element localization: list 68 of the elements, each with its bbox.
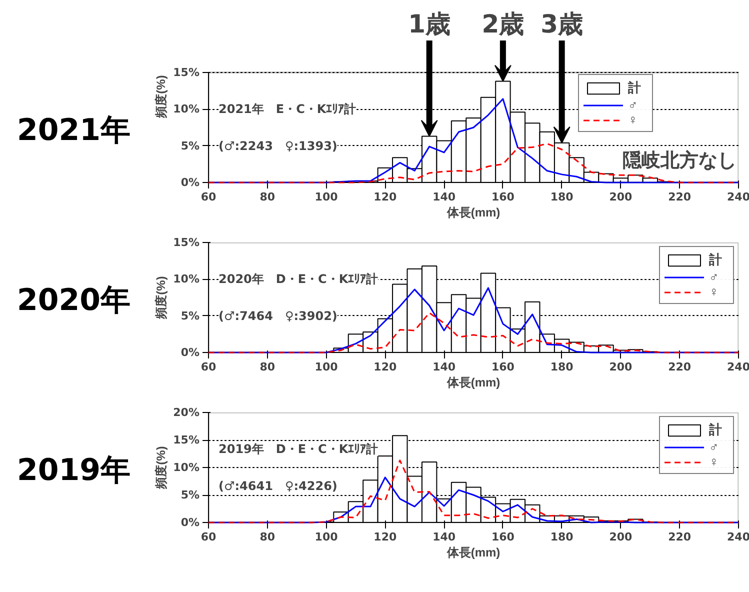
x-axis-title: 体長(mm)	[446, 376, 500, 390]
y-tick-label: 15%	[173, 66, 200, 79]
x-tick-label: 200	[609, 360, 633, 374]
annotation: 1歳	[408, 10, 451, 38]
x-tick-label: 220	[668, 360, 692, 374]
x-tick-label: 60	[200, 190, 216, 204]
legend-label: 計	[709, 421, 723, 439]
x-tick-label: 120	[374, 190, 397, 204]
x-tick-label: 160	[491, 190, 515, 204]
y-tick-label: 5%	[180, 488, 200, 502]
x-tick-label: 140	[432, 190, 456, 204]
y-tick-label: 10%	[173, 272, 200, 286]
y-axis-title: 頻度(%)	[154, 276, 168, 320]
y-tick-label: 10%	[173, 102, 200, 116]
x-tick-label: 160	[491, 360, 515, 374]
x-tick-label: 80	[260, 360, 276, 374]
y-tick-label: 20%	[173, 406, 200, 419]
text: 2019年	[17, 452, 130, 490]
y-tick-label: 5%	[180, 309, 200, 322]
y-tick-label: 0%	[180, 516, 200, 529]
x-tick-label: 200	[609, 190, 633, 204]
x-axis-title: 体長(mm)	[446, 206, 500, 220]
legend-label: ♀	[709, 284, 720, 299]
legend-label: ♀	[709, 454, 720, 469]
annotation: 2019年 D・E・C・Kｴﾘｱ計	[218, 442, 378, 456]
x-tick-label: 180	[550, 530, 574, 544]
x-tick-label: 120	[374, 530, 397, 544]
legend-label: 計	[628, 79, 642, 97]
y-tick-label: 0%	[180, 176, 200, 189]
y-axis-title: 頻度(%)	[154, 75, 168, 119]
x-tick-label: 140	[432, 360, 456, 374]
y-tick-label: 15%	[173, 236, 200, 249]
legend-label: 計	[709, 251, 723, 269]
x-tick-label: 160	[491, 530, 515, 544]
x-tick-label: 80	[260, 190, 276, 204]
annotation: 2歳	[482, 10, 524, 38]
text: 2021年	[17, 112, 130, 150]
x-tick-label: 60	[200, 360, 216, 374]
annotation: (♂:2243 ♀:1393)	[218, 138, 338, 153]
legend-label: ♂	[709, 439, 720, 454]
x-axis-title: 体長(mm)	[446, 546, 500, 560]
legend-label: ♀	[628, 112, 639, 127]
x-tick-label: 100	[314, 360, 338, 374]
x-tick-label: 60	[200, 530, 216, 544]
text: 隠岐北方なし	[622, 150, 736, 172]
annotation: 2021年 E・C・Kｴﾘｱ計	[218, 102, 356, 116]
y-tick-label: 5%	[180, 139, 200, 152]
legend-label: ♂	[709, 269, 720, 284]
x-tick-label: 200	[609, 530, 633, 544]
x-tick-label: 180	[550, 360, 574, 374]
y-tick-label: 0%	[180, 346, 200, 359]
annotation: (♂:4641 ♀:4226)	[218, 478, 338, 493]
x-tick-label: 80	[260, 530, 276, 544]
annotation: 3歳	[540, 10, 584, 38]
x-tick-label: 220	[668, 530, 692, 544]
x-tick-label: 220	[668, 190, 692, 204]
annotation: 2020年 D・E・C・Kｴﾘｱ計	[218, 272, 378, 286]
annotation: (♂:7464 ♀:3902)	[218, 308, 338, 323]
x-tick-label: 100	[314, 190, 338, 204]
x-tick-label: 140	[432, 530, 456, 544]
y-tick-label: 10%	[173, 461, 200, 474]
legend-label: ♂	[628, 97, 639, 112]
x-tick-label: 120	[374, 360, 397, 374]
y-tick-label: 15%	[173, 434, 200, 446]
x-tick-label: 100	[314, 530, 338, 544]
x-tick-label: 180	[550, 190, 574, 204]
text: 2020年	[17, 282, 130, 320]
y-axis-title: 頻度(%)	[154, 446, 168, 490]
